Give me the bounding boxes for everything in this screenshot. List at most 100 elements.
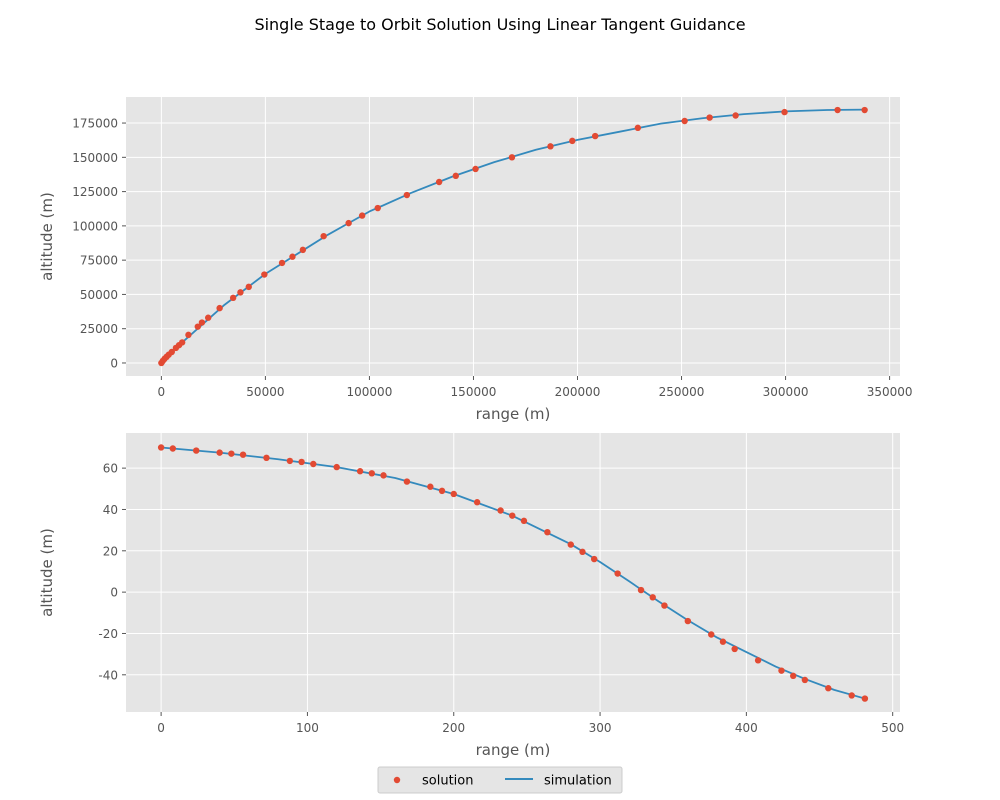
- bottom-solution-point: [684, 617, 692, 625]
- bottom-y-tick-label: 0: [110, 586, 118, 600]
- bottom-solution-point: [544, 529, 551, 536]
- bottom-solution-point: [169, 445, 177, 452]
- bottom-solution-point: [403, 478, 411, 485]
- legend-simulation-label: simulation: [544, 774, 612, 789]
- bottom-solution-point: [438, 487, 446, 495]
- top-solution-point: [472, 165, 479, 173]
- bottom-solution-point: [719, 638, 727, 645]
- top-x-tick-label: 150000: [451, 385, 497, 399]
- bottom-solution-point: [286, 457, 294, 465]
- bottom-solution-point: [157, 444, 165, 451]
- top-solution-point: [320, 232, 327, 240]
- top-solution-point: [508, 154, 516, 161]
- top-solution-point: [403, 191, 411, 199]
- bottom-solution-point: [801, 676, 809, 684]
- bottom-x-tick-label: 400: [735, 721, 758, 735]
- top-y-tick-label: 100000: [72, 219, 118, 233]
- top-solution-point: [345, 219, 352, 227]
- top-solution-point: [178, 339, 186, 346]
- top-solution-point: [216, 304, 223, 312]
- top-solution-point: [781, 108, 788, 116]
- bottom-solution-point: [591, 555, 598, 563]
- bottom-y-tick-label: -40: [98, 668, 118, 682]
- bottom-solution-point: [789, 672, 797, 680]
- bottom-solution-point: [649, 594, 656, 601]
- bottom-solution-point: [216, 449, 223, 456]
- top-solution-point: [834, 106, 841, 114]
- bottom-solution-point: [509, 512, 516, 519]
- legend: solution simulation: [377, 766, 623, 794]
- bottom-x-tick-label: 100: [296, 721, 319, 735]
- top-solution-point: [547, 143, 554, 150]
- bottom-solution-point: [567, 541, 574, 548]
- top-solution-point: [278, 259, 286, 267]
- top-x-tick-label: 0: [158, 385, 166, 399]
- top-y-tick-label: 175000: [72, 117, 118, 131]
- top-x-tick-label: 200000: [555, 385, 601, 399]
- top-solution-point: [435, 178, 443, 186]
- bottom-solution-point: [298, 458, 305, 466]
- top-solution-point: [732, 112, 739, 119]
- bottom-x-tick-label: 0: [157, 721, 165, 735]
- top-solution-point: [358, 212, 366, 219]
- bottom-y-tick-label: -20: [98, 627, 118, 641]
- bottom-solution-point: [427, 483, 434, 490]
- top-solution-point: [261, 271, 268, 278]
- bottom-x-axis-label: range (m): [476, 741, 551, 759]
- bottom-plot-area: [126, 433, 900, 712]
- top-y-tick-label: 50000: [80, 288, 118, 302]
- bottom-solution-point: [637, 586, 645, 594]
- top-x-tick-label: 250000: [659, 385, 705, 399]
- bottom-solution-point: [333, 463, 340, 471]
- bottom-solution-point: [661, 602, 668, 609]
- top-y-axis-label: altitude (m): [38, 192, 56, 281]
- bottom-solution-point: [778, 667, 785, 674]
- top-solution-point: [569, 137, 576, 145]
- top-x-tick-label: 300000: [763, 385, 809, 399]
- top-solution-point: [452, 172, 459, 180]
- top-solution-point: [706, 114, 713, 121]
- bottom-x-tick-label: 500: [881, 721, 904, 735]
- bottom-y-axis-label: altitude (m): [38, 528, 56, 617]
- top-solution-point: [229, 294, 237, 302]
- bottom-y-tick-label: 60: [103, 462, 118, 476]
- bottom-solution-point: [861, 695, 869, 702]
- top-solution-point: [245, 283, 252, 291]
- top-solution-point: [237, 289, 244, 296]
- bottom-y-tick-label: 40: [103, 503, 118, 517]
- legend-box: [377, 766, 623, 794]
- top-solution-point: [861, 106, 868, 114]
- top-solution-point: [634, 124, 642, 132]
- top-y-tick-label: 125000: [72, 185, 118, 199]
- bottom-solution-point: [579, 548, 586, 556]
- bottom-solution-point: [473, 499, 481, 506]
- bottom-x-tick-label: 300: [589, 721, 612, 735]
- legend-solution-label: solution: [422, 774, 473, 789]
- top-solution-point: [299, 246, 307, 254]
- top-solution-point: [289, 253, 296, 260]
- top-solution-point: [168, 348, 175, 356]
- bottom-solution-point: [380, 472, 387, 479]
- top-x-axis-label: range (m): [476, 405, 551, 423]
- bottom-solution-point: [239, 451, 247, 458]
- top-solution-point: [374, 204, 381, 212]
- range-altitude-plot-top: 0 50000 100000 150000 200000 250000 300000 3500…: [38, 97, 913, 423]
- bottom-solution-point: [754, 657, 762, 664]
- top-y-tick-label: 0: [110, 356, 118, 370]
- top-y-tick-label: 25000: [80, 322, 118, 336]
- bottom-solution-point: [310, 460, 317, 468]
- bottom-solution-point: [228, 450, 235, 457]
- bottom-solution-point: [193, 447, 200, 454]
- top-solution-point: [194, 323, 201, 330]
- top-x-tick-label: 350000: [867, 385, 913, 399]
- top-y-tick-label: 150000: [72, 151, 118, 165]
- top-solution-point: [198, 319, 206, 326]
- bottom-solution-point: [356, 468, 364, 475]
- figure-title: Single Stage to Orbit Solution Using Lin…: [254, 15, 745, 34]
- bottom-solution-point: [450, 490, 457, 498]
- range-altitude-plot-bottom: 0 100 200 300 400 500 -40 -20 0 20 40 60 range (m) al…: [38, 433, 904, 759]
- bottom-solution-point: [497, 507, 504, 514]
- bottom-solution-point: [708, 631, 715, 638]
- top-solution-point: [681, 117, 688, 125]
